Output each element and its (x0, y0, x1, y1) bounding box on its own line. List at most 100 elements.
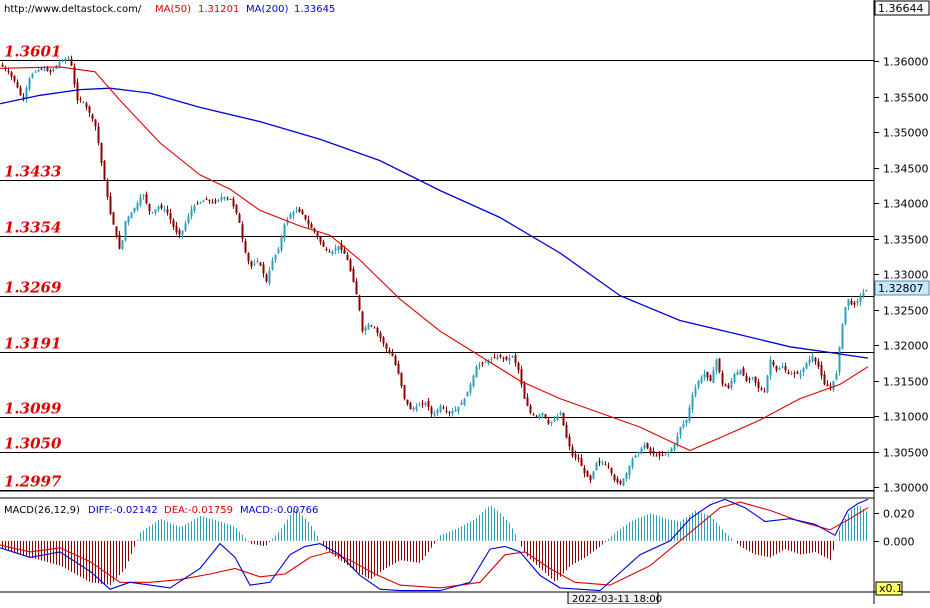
candle-body (865, 289, 868, 292)
candle-body (226, 198, 229, 200)
candle-body (163, 209, 166, 211)
candle-body (535, 415, 538, 417)
candle-body (496, 356, 499, 360)
candle-body (781, 366, 784, 368)
candle-body (787, 372, 790, 374)
candle-body (592, 471, 595, 479)
current-price: 1.32807 (878, 282, 924, 295)
candle-body (124, 221, 127, 241)
candle-body (376, 327, 379, 333)
candle-body (511, 356, 514, 358)
candle-body (328, 251, 331, 253)
candle-body (769, 359, 772, 376)
level-label: 1.3354 (4, 219, 61, 237)
candle-body (382, 337, 385, 344)
candle-body (484, 361, 487, 363)
candle-body (475, 366, 478, 378)
candle-body (238, 214, 241, 223)
macd-tick-label: 0.000 (883, 536, 915, 549)
candle-body (589, 475, 592, 481)
price-tick-label: 1.30500 (883, 447, 929, 460)
candle-body (235, 204, 238, 214)
candle-body (442, 407, 445, 409)
candle-body (94, 119, 97, 127)
candle-body (553, 419, 556, 421)
candle-body (631, 459, 634, 467)
candle-body (451, 411, 454, 414)
candle-body (616, 478, 619, 483)
candle-body (277, 249, 280, 253)
top-price-box (874, 0, 930, 16)
candle-body (73, 66, 76, 85)
price-tick-label: 1.35000 (883, 127, 929, 140)
candle-body (841, 324, 844, 349)
candle-body (721, 372, 724, 385)
candle-body (685, 419, 688, 424)
candle-body (817, 361, 820, 367)
price-tick-label: 1.34500 (883, 163, 929, 176)
candle-body (46, 68, 49, 71)
candle-body (301, 210, 304, 214)
macd-histogram (2, 505, 867, 586)
candle-body (256, 260, 259, 262)
candle-body (595, 462, 598, 471)
candle-body (340, 243, 343, 250)
candle-body (58, 62, 61, 66)
candle-body (13, 75, 16, 81)
timestamp: 2022-03-11 18:00 (572, 594, 662, 604)
candle-body (649, 448, 652, 452)
candle-body (70, 58, 73, 66)
candle-body (784, 366, 787, 371)
dea-line (0, 501, 869, 589)
candle-body (154, 209, 157, 213)
candle-body (508, 357, 511, 361)
candle-body (64, 58, 67, 61)
candle-body (31, 73, 34, 78)
candle-body (832, 380, 835, 390)
candle-body (838, 347, 841, 372)
candle-body (367, 324, 370, 330)
candle-body (637, 451, 640, 454)
candle-body (796, 372, 799, 374)
candle-body (394, 356, 397, 365)
candle-body (103, 161, 106, 180)
candle-body (388, 349, 391, 353)
candle-body (523, 383, 526, 399)
candle-body (772, 361, 775, 365)
candle-body (445, 410, 448, 412)
candle-body (76, 82, 79, 101)
candle-body (499, 355, 502, 357)
candle-body (334, 248, 337, 251)
candle-body (754, 376, 757, 383)
candle-body (391, 352, 394, 357)
candle-body (643, 444, 646, 449)
candle-body (625, 473, 628, 480)
candle-body (724, 384, 727, 387)
candle-body (472, 375, 475, 387)
level-label: 1.3191 (4, 335, 61, 353)
candle-body (130, 212, 133, 219)
candle-body (835, 373, 838, 380)
candle-body (82, 102, 85, 104)
candle-body (790, 373, 793, 375)
candle-body (823, 374, 826, 385)
level-label: 1.3099 (4, 400, 62, 418)
macd-dea: DEA:-0.01759 (164, 505, 233, 516)
candle-body (679, 427, 682, 436)
price-candles (1, 55, 868, 487)
candle-body (799, 373, 802, 376)
candle-body (727, 385, 730, 388)
candle-body (292, 212, 295, 216)
candle-body (193, 205, 196, 212)
candle-body (106, 181, 109, 197)
candle-body (640, 448, 643, 454)
candle-body (244, 240, 247, 253)
candle-body (655, 455, 658, 457)
candle-body (502, 357, 505, 359)
candle-body (307, 219, 310, 225)
candle-body (556, 416, 559, 420)
candle-body (283, 224, 286, 239)
candle-body (325, 248, 328, 250)
